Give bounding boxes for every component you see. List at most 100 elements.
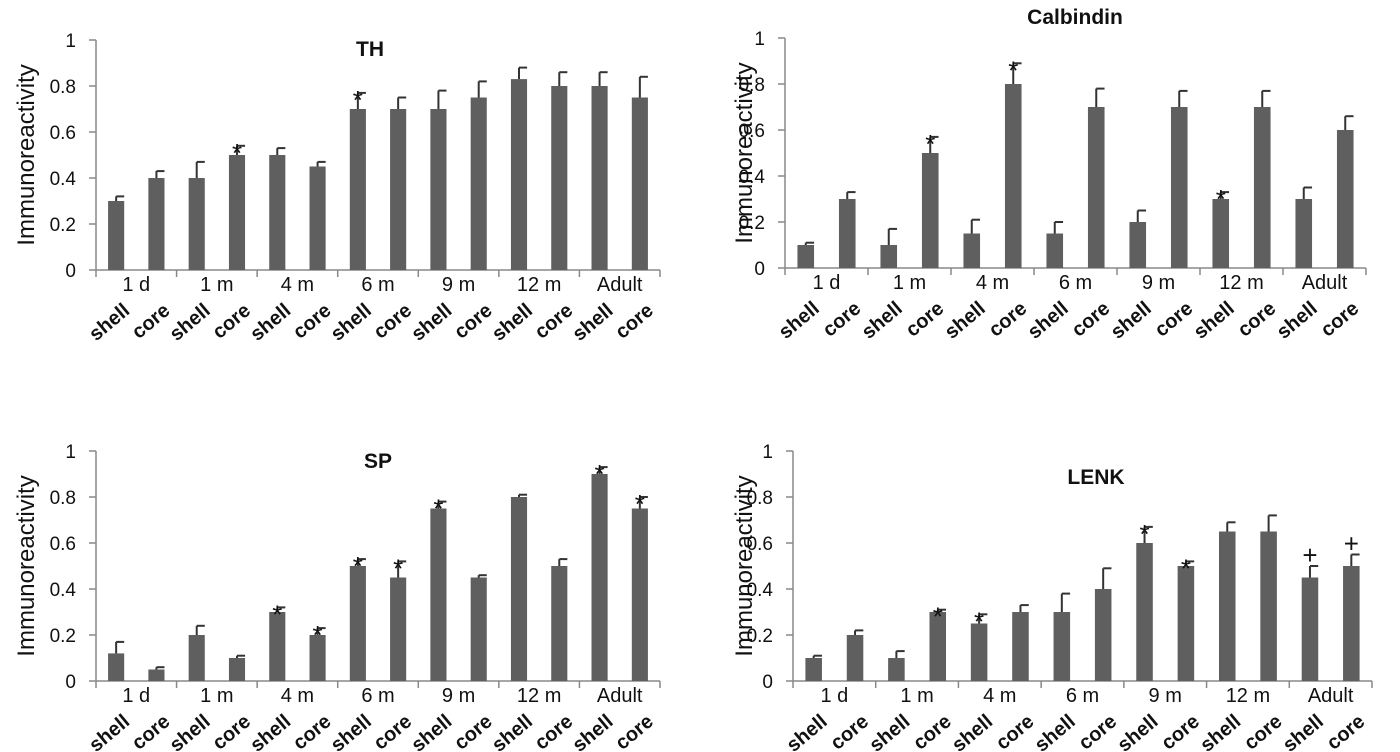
x-category-label: core: [611, 299, 658, 343]
significance-asterisk: *: [393, 553, 403, 583]
y-tick-label: 1: [65, 442, 76, 463]
x-category-label: shell: [166, 299, 215, 345]
bar: [888, 658, 905, 681]
bar: [148, 669, 165, 681]
bar: [228, 155, 246, 270]
chart-title: LENK: [1067, 466, 1124, 489]
bar: [970, 623, 988, 681]
x-category-label: core: [1323, 710, 1370, 752]
bar: [309, 635, 326, 681]
error-bar: [316, 627, 326, 635]
bar: [963, 233, 981, 268]
x-category-label: core: [992, 710, 1039, 752]
x-group-label: 6 m: [361, 274, 394, 296]
y-tick-label: 0.6: [747, 534, 773, 555]
error-bar: [1184, 560, 1195, 566]
bar: [1012, 612, 1029, 681]
bar: [1004, 84, 1022, 268]
error-bar: [887, 227, 898, 245]
bar: [1343, 566, 1360, 681]
x-group-label: Adult: [1302, 272, 1348, 294]
error-bar: [437, 89, 447, 109]
chart-title: TH: [356, 38, 384, 61]
x-group-label: 1 m: [200, 685, 233, 707]
significance-asterisk: *: [925, 129, 935, 159]
bar: [1253, 107, 1271, 268]
error-bar: [397, 96, 407, 109]
x-group-label: 1 m: [900, 685, 933, 707]
bar: [1218, 531, 1236, 681]
x-category-label: shell: [1196, 710, 1245, 752]
error-bar: [276, 606, 286, 612]
bar: [228, 658, 246, 681]
chart-title: Calbindin: [1027, 6, 1123, 29]
error-bar: [854, 629, 864, 635]
x-group-label: 1 m: [893, 272, 926, 294]
x-category-label: core: [531, 299, 578, 343]
x-category-label: shell: [327, 299, 376, 345]
error-bar: [978, 613, 988, 624]
significance-plus: +: [1302, 540, 1317, 570]
x-group-label: 9 m: [1149, 685, 1182, 707]
y-tick-label: 0.4: [50, 580, 77, 601]
error-bar: [1012, 62, 1022, 84]
y-axis-label: Immunoreactivity: [731, 475, 758, 656]
error-bar: [1219, 191, 1230, 199]
error-bar: [1136, 209, 1147, 222]
bar: [591, 474, 608, 681]
significance-asterisk: *: [595, 459, 605, 489]
y-tick-label: 0: [65, 261, 76, 282]
x-group-label: 6 m: [361, 685, 394, 707]
y-tick-label: 1: [754, 29, 765, 50]
bar: [880, 245, 898, 268]
x-group-label: 12 m: [517, 685, 561, 707]
x-category-label: shell: [166, 710, 215, 752]
error-bar: [518, 66, 528, 80]
x-group-label: 4 m: [281, 685, 314, 707]
x-category-label: shell: [858, 297, 907, 343]
error-bar: [1143, 525, 1153, 543]
x-category-label: core: [1240, 710, 1287, 752]
error-bar: [1178, 89, 1188, 107]
y-axis-label: Immunoreactivity: [13, 64, 40, 245]
x-group-label: 6 m: [1066, 685, 1099, 707]
x-category-label: shell: [948, 710, 997, 752]
error-bar: [1267, 514, 1277, 532]
x-group-label: 12 m: [517, 274, 561, 296]
significance-asterisk: *: [1216, 184, 1226, 214]
x-category-label: core: [819, 297, 866, 341]
error-bar: [598, 466, 608, 474]
y-tick-label: 0: [754, 259, 765, 280]
x-group-label: 9 m: [1142, 272, 1175, 294]
error-bar: [936, 608, 947, 612]
error-bar: [1095, 87, 1105, 107]
error-bar: [1053, 221, 1064, 234]
bar: [1129, 222, 1147, 268]
error-bar: [477, 80, 487, 98]
x-category-label: core: [1317, 297, 1364, 341]
bar: [921, 153, 939, 268]
bar: [1170, 107, 1188, 268]
x-category-label: core: [370, 710, 417, 752]
bar: [1212, 199, 1230, 268]
x-category-label: core: [370, 299, 417, 343]
bar: [510, 497, 528, 681]
x-category-label: core: [450, 299, 497, 343]
sp-chart-panel: 00.20.40.60.81ImmunoreactivitySPshellcor…: [13, 442, 661, 752]
x-category-label: shell: [246, 299, 295, 345]
bar: [108, 653, 125, 681]
error-bar: [558, 71, 568, 86]
x-group-label: Adult: [597, 274, 643, 296]
y-tick-label: 0: [762, 672, 773, 693]
y-tick-label: 0.4: [50, 169, 77, 190]
bar: [1136, 543, 1153, 681]
bar: [188, 635, 205, 681]
bar: [349, 566, 366, 681]
y-axis-label: Immunoreactivity: [731, 62, 758, 243]
error-bar: [638, 496, 648, 509]
bar: [631, 508, 648, 681]
bar: [1094, 589, 1112, 681]
x-category-label: shell: [568, 299, 617, 345]
